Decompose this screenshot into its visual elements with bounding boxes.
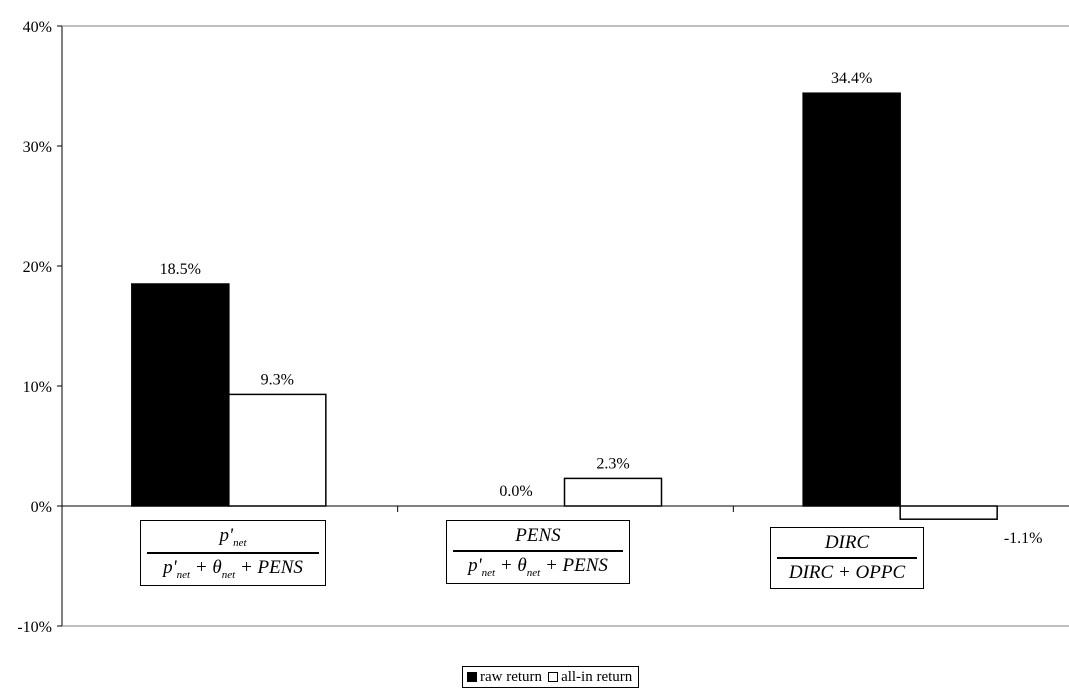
- y-tick-label: 30%: [23, 139, 52, 156]
- bars: [131, 92, 998, 520]
- category-label-1: p'net p'net + θnet + PENS: [140, 520, 326, 586]
- category-3-denominator: DIRC + OPPC: [788, 562, 906, 583]
- y-tick-label: -10%: [17, 619, 52, 636]
- bar-raw-1: [131, 283, 230, 507]
- legend-item-allin: all-in return: [548, 669, 632, 686]
- data-label-allin-3: -1.1%: [1004, 530, 1043, 547]
- y-tick-label: 10%: [23, 379, 52, 396]
- y-tick-label: 0%: [31, 499, 52, 516]
- data-label-allin-1: 9.3%: [261, 371, 294, 388]
- data-label-raw-3: 34.4%: [831, 70, 872, 87]
- category-2-denominator: p'net + θnet + PENS: [468, 555, 608, 579]
- data-labels: 18.5% 0.0% 34.4% 9.3% 2.3% -1.1%: [160, 70, 1043, 547]
- legend: raw return all-in return: [462, 666, 640, 688]
- legend-label-allin: all-in return: [561, 668, 633, 685]
- bar-raw-3: [802, 92, 901, 507]
- category-3-numerator: DIRC: [824, 532, 870, 553]
- category-label-2: PENS p'net + θnet + PENS: [446, 520, 630, 584]
- bar-allin-1: [228, 393, 327, 507]
- y-tick-label: 20%: [23, 259, 52, 276]
- legend-label-raw: raw return: [480, 668, 543, 685]
- category-2-numerator: PENS: [515, 525, 561, 546]
- category-label-3: DIRC DIRC + OPPC: [770, 527, 924, 589]
- category-1-numerator: p'net: [219, 525, 247, 549]
- legend-swatch-allin: [548, 672, 559, 682]
- bar-allin-3: [899, 505, 998, 520]
- data-label-raw-1: 18.5%: [160, 261, 201, 278]
- data-label-allin-2: 2.3%: [596, 455, 629, 472]
- legend-item-raw: raw return: [467, 669, 542, 686]
- y-tick-label: 40%: [23, 19, 52, 36]
- y-axis: -10% 0% 10% 20% 30% 40%: [17, 19, 1069, 636]
- data-label-raw-2: 0.0%: [499, 483, 532, 500]
- category-1-denominator: p'net + θnet + PENS: [163, 556, 303, 581]
- bar-allin-2: [563, 477, 663, 507]
- legend-swatch-raw: [467, 672, 477, 682]
